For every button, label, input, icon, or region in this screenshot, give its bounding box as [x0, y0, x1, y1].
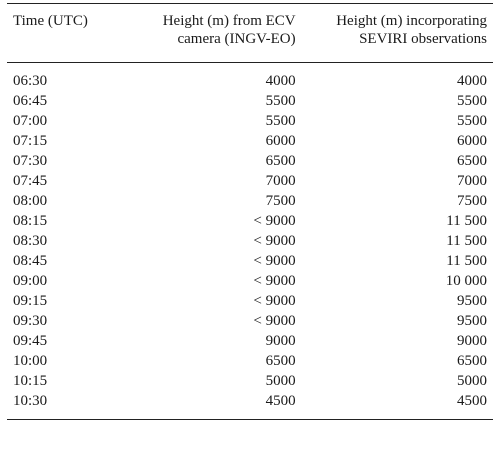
- header-ecv-line-2: camera (INGV-EO): [177, 31, 296, 47]
- cell-time: 07:00: [13, 113, 48, 129]
- table-row: 10:00 6500 6500: [7, 351, 493, 371]
- cell-seviri-height: 7000: [457, 173, 487, 189]
- table-row: 06:30 4000 4000: [7, 63, 493, 92]
- header-ecv-line-1: Height (m) from ECV: [162, 13, 296, 29]
- table-row: 07:15 6000 6000: [7, 131, 493, 151]
- cell-time: 09:15: [13, 293, 48, 309]
- cell-ecv-height: 5000: [265, 373, 296, 389]
- cell-ecv-height: 5500: [265, 93, 296, 109]
- cell-ecv-height: 6000: [265, 133, 296, 149]
- cell-seviri-height: 9000: [457, 333, 487, 349]
- cell-time: 08:45: [13, 253, 48, 269]
- cell-seviri-height: 11 500: [446, 253, 487, 269]
- table-row: 08:00 7500 7500: [7, 191, 493, 211]
- header-row: Time (UTC) Height (m) from ECV camera (I…: [7, 3, 493, 63]
- cell-ecv-height: < 9000: [253, 213, 296, 229]
- cell-seviri-height: 5000: [457, 373, 487, 389]
- table-row: 07:45 7000 7000: [7, 171, 493, 191]
- cell-ecv-height: 7500: [265, 193, 296, 209]
- cell-time: 07:15: [13, 133, 48, 149]
- cell-ecv-height: 7000: [265, 173, 296, 189]
- cell-seviri-height: 6000: [457, 133, 487, 149]
- table-row: 08:15 < 9000 11 500: [7, 211, 493, 231]
- cell-time: 10:00: [13, 353, 48, 369]
- header-seviri-line-2: SEVIRI observations: [359, 31, 487, 47]
- cell-time: 09:00: [13, 273, 48, 289]
- cell-seviri-height: 6500: [457, 153, 487, 169]
- cell-seviri-height: 9500: [457, 293, 487, 309]
- cell-seviri-height: 5500: [457, 93, 487, 109]
- cell-time: 10:30: [13, 393, 48, 409]
- header-time-line: Time (UTC): [13, 13, 88, 29]
- cell-ecv-height: 4500: [265, 393, 296, 409]
- cell-ecv-height: 9000: [265, 333, 296, 349]
- height-table: Time (UTC) Height (m) from ECV camera (I…: [7, 3, 493, 420]
- header-ecv-height: Height (m) from ECV camera (INGV-EO): [122, 4, 301, 63]
- cell-ecv-height: < 9000: [253, 313, 296, 329]
- cell-seviri-height: 5500: [457, 113, 487, 129]
- cell-seviri-height: 10 000: [445, 273, 487, 289]
- header-time: Time (UTC): [7, 4, 122, 63]
- table-body: 06:30 4000 4000 06:45 5500 5500 07:00 5500 5500 0…: [7, 63, 493, 420]
- cell-ecv-height: 6500: [265, 153, 296, 169]
- cell-ecv-height: < 9000: [253, 293, 296, 309]
- cell-ecv-height: 6500: [265, 353, 296, 369]
- cell-ecv-height: < 9000: [253, 273, 296, 289]
- table-row: 08:45 < 9000 11 500: [7, 251, 493, 271]
- cell-time: 10:15: [13, 373, 48, 389]
- cell-time: 06:45: [13, 93, 48, 109]
- table-row: 07:30 6500 6500: [7, 151, 493, 171]
- cell-time: 09:30: [13, 313, 48, 329]
- cell-ecv-height: 5500: [265, 113, 296, 129]
- table-row: 07:00 5500 5500: [7, 111, 493, 131]
- data-table-container: Time (UTC) Height (m) from ECV camera (I…: [7, 3, 493, 420]
- table-row: 08:30 < 9000 11 500: [7, 231, 493, 251]
- header-seviri-height: Height (m) incorporating SEVIRI observat…: [302, 4, 493, 63]
- cell-seviri-height: 7500: [457, 193, 487, 209]
- table-row: 10:30 4500 4500: [7, 391, 493, 420]
- table-row: 09:15 < 9000 9500: [7, 291, 493, 311]
- table-row: 10:15 5000 5000: [7, 371, 493, 391]
- table-row: 09:45 9000 9000: [7, 331, 493, 351]
- cell-seviri-height: 11 500: [446, 213, 487, 229]
- cell-seviri-height: 4500: [457, 393, 487, 409]
- cell-ecv-height: 4000: [265, 73, 296, 89]
- cell-time: 07:30: [13, 153, 48, 169]
- table-header: Time (UTC) Height (m) from ECV camera (I…: [7, 3, 493, 63]
- cell-seviri-height: 6500: [457, 353, 487, 369]
- cell-time: 08:30: [13, 233, 48, 249]
- cell-time: 06:30: [13, 73, 48, 89]
- cell-time: 07:45: [13, 173, 48, 189]
- table-row: 06:45 5500 5500: [7, 91, 493, 111]
- table-row: 09:00 < 9000 10 000: [7, 271, 493, 291]
- cell-seviri-height: 4000: [457, 73, 487, 89]
- cell-ecv-height: < 9000: [253, 253, 296, 269]
- table-row: 09:30 < 9000 9500: [7, 311, 493, 331]
- cell-ecv-height: < 9000: [253, 233, 296, 249]
- cell-seviri-height: 11 500: [446, 233, 487, 249]
- cell-seviri-height: 9500: [457, 313, 487, 329]
- cell-time: 08:00: [13, 193, 48, 209]
- header-seviri-line-1: Height (m) incorporating: [336, 13, 487, 29]
- cell-time: 08:15: [13, 213, 48, 229]
- cell-time: 09:45: [13, 333, 48, 349]
